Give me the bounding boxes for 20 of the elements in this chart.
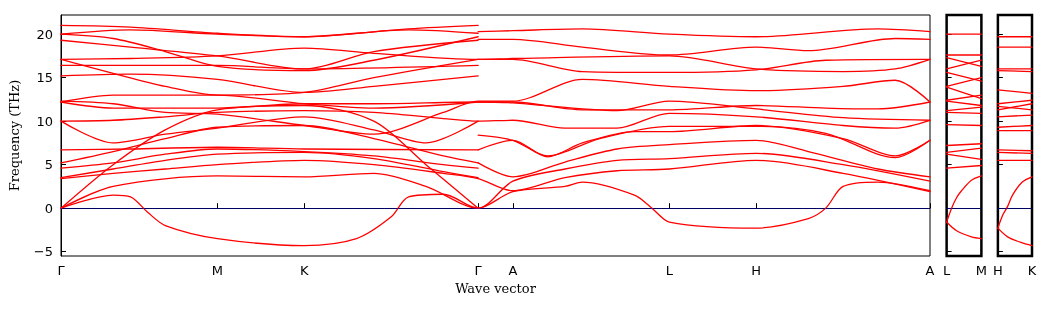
x-axis-title: Wave vector [455,281,537,296]
x-tick-label: M [211,263,224,278]
x-tick-label: L [943,263,951,278]
y-tick-label: 5 [44,157,53,173]
y-tick-label: 20 [36,26,53,42]
y-tick-label: −5 [33,244,53,260]
y-axis-title: Frequency (THz) [7,79,22,192]
x-tick-label: L [665,263,674,278]
y-tick-label: 0 [44,200,53,216]
x-tick-label: Γ [57,263,66,278]
x-tick-label: M [975,263,987,278]
x-tick-label: K [300,263,310,278]
y-tick-label: 10 [36,113,53,129]
x-tick-label: A [508,263,518,278]
x-tick-label: A [925,263,935,278]
x-tick-label: H [993,263,1003,278]
x-tick-label: H [751,263,762,278]
x-tick-label: K [1027,263,1037,278]
y-tick-label: 15 [36,70,53,86]
x-tick-label: Γ [474,263,483,278]
